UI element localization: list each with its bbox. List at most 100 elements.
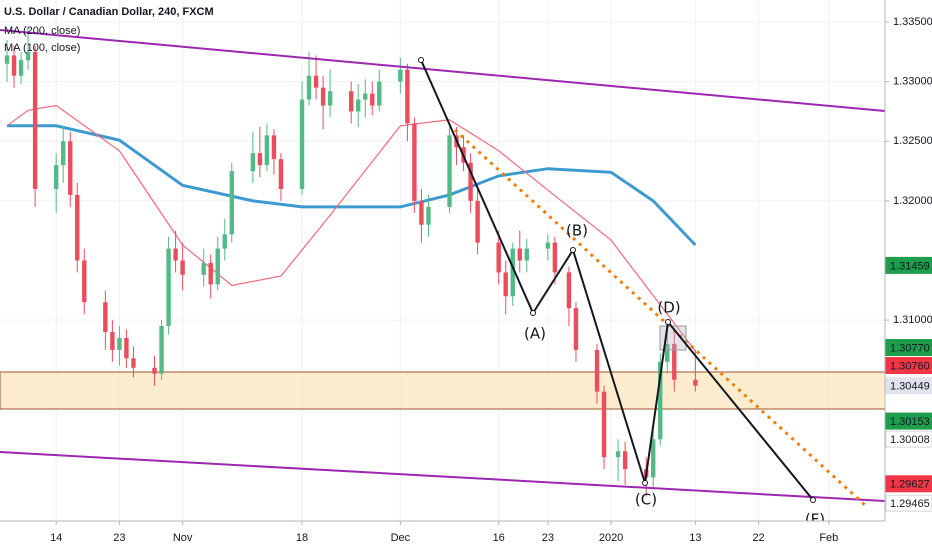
candle-body — [524, 248, 529, 261]
candle-body — [573, 308, 579, 350]
ma-line — [6, 104, 696, 352]
candle-body — [299, 99, 305, 189]
price-label: 1.30008 — [890, 434, 930, 446]
candle-body — [75, 194, 80, 261]
candle-body — [278, 159, 284, 189]
price-label: 1.30770 — [890, 342, 930, 354]
candle-body — [131, 358, 136, 368]
candle-body — [61, 141, 66, 166]
wave-label: (B) — [566, 222, 588, 240]
candle-body — [208, 262, 213, 285]
candle-body — [468, 162, 473, 201]
price-label: 1.30449 — [890, 381, 930, 393]
price-label-box — [885, 494, 932, 512]
price-label-box — [885, 357, 932, 375]
price-label: 1.30760 — [890, 360, 930, 372]
candle-body — [117, 337, 122, 350]
candle-body — [370, 93, 375, 106]
candle-body — [496, 242, 501, 273]
candle-body — [103, 302, 108, 333]
candle-body — [363, 93, 368, 100]
candle-body — [180, 260, 185, 275]
candle-body — [615, 451, 621, 458]
x-tick-label: 18 — [296, 532, 308, 544]
y-tick-label: 1.31000 — [893, 314, 932, 326]
moving-averages — [6, 104, 697, 352]
wave-points — [418, 57, 816, 503]
candle-body — [11, 55, 17, 76]
legend-entry: MA (100, close) — [4, 42, 80, 54]
x-tick-label: 23 — [542, 532, 554, 544]
price-label-box — [885, 412, 932, 430]
legend-entry: MA (200, close) — [4, 25, 80, 37]
candle-body — [124, 337, 129, 359]
candle-body — [651, 439, 656, 478]
candle-body — [658, 361, 663, 440]
x-tick-label: 16 — [493, 532, 505, 544]
price-label: 1.29627 — [890, 479, 930, 491]
candle-body — [566, 272, 572, 309]
candle-body — [306, 75, 312, 100]
x-tick-label: 22 — [752, 532, 764, 544]
dotted-trendline — [453, 128, 868, 508]
candle-body — [594, 349, 600, 392]
candle-body — [313, 75, 319, 88]
candle-body — [110, 332, 115, 350]
candle-body — [503, 272, 508, 297]
support-zone — [0, 371, 886, 410]
y-tick-label: 1.33000 — [893, 76, 932, 88]
chart-title: U.S. Dollar / Canadian Dollar, 240, FXCM — [4, 6, 214, 18]
candle-body — [447, 135, 452, 207]
candle-body — [53, 165, 59, 189]
wave-label: (C) — [635, 491, 657, 509]
x-tick-label: Dec — [391, 532, 411, 544]
candle-body — [25, 51, 31, 61]
x-tick-label: 2020 — [599, 532, 623, 544]
candle-body — [320, 87, 326, 106]
ma-line — [7, 124, 697, 247]
candle-body — [257, 153, 263, 166]
price-label-box — [885, 339, 932, 357]
candle-body — [412, 123, 417, 201]
x-tick-label: 14 — [50, 532, 62, 544]
candle-body — [517, 248, 522, 261]
candle-body — [229, 171, 234, 235]
candle-body — [545, 242, 551, 249]
candle-body — [601, 391, 607, 458]
candle-body — [552, 242, 558, 273]
candle-body — [693, 379, 698, 386]
upper-channel — [0, 29, 886, 112]
y-tick-label: 1.32500 — [893, 135, 932, 147]
candle-body — [419, 200, 424, 225]
price-axis-bg — [885, 0, 932, 550]
candle-body — [271, 135, 277, 160]
candle-body — [377, 81, 382, 106]
candle-body — [475, 200, 480, 243]
candle-body — [18, 60, 24, 76]
legend: MA (200, close) MA (100, close) — [4, 25, 80, 54]
y-tick-label: 1.32000 — [893, 195, 932, 207]
price-label-box — [885, 475, 932, 493]
candle-body — [222, 234, 227, 249]
candle-body — [264, 135, 270, 166]
candle-body — [356, 99, 361, 112]
candle-body — [166, 248, 171, 327]
time-axis-bg — [0, 521, 885, 550]
candle-body — [32, 51, 38, 189]
candle-body — [201, 262, 206, 275]
price-label-box — [885, 377, 932, 395]
candle-body — [173, 248, 178, 261]
candle-body — [426, 206, 431, 225]
candle-body — [622, 451, 628, 470]
x-tick-label: Nov — [173, 532, 193, 544]
candle-body — [82, 260, 87, 303]
candle-body — [665, 343, 670, 362]
candle-body — [4, 55, 10, 64]
price-label-box — [885, 256, 932, 274]
price-label: 1.31459 — [890, 260, 930, 272]
wave-path — [420, 59, 814, 501]
wave-label: (D) — [657, 299, 680, 317]
price-label-box — [885, 430, 932, 448]
